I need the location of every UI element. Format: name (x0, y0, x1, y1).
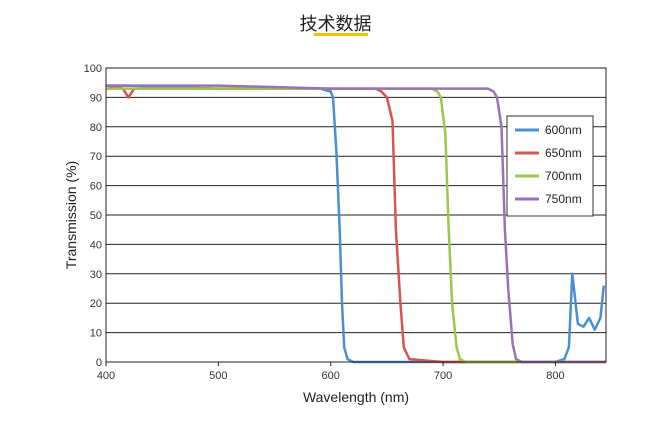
y-tick-label: 100 (84, 63, 102, 75)
series-line-750nm (106, 84, 606, 364)
x-tick-label: 600 (322, 370, 340, 382)
x-tick-label: 700 (434, 370, 452, 382)
legend-label: 750nm (545, 192, 582, 206)
x-tick-label: 400 (97, 370, 115, 382)
y-tick-label: 30 (90, 269, 102, 281)
legend-label: 600nm (545, 123, 582, 137)
legend: 600nm 650nm 700nm 750nm (506, 115, 594, 217)
y-tick-label: 80 (90, 122, 102, 134)
series-line-650nm (105, 84, 606, 364)
plot-frame (105, 67, 607, 363)
y-tick-label: 20 (90, 298, 102, 310)
y-tick-label: 0 (96, 357, 102, 369)
y-tick-labels: 0 10 20 30 40 50 60 70 80 90 100 (84, 63, 102, 369)
y-axis-title: Transmission (%) (63, 161, 79, 269)
x-axis-title: Wavelength (nm) (303, 389, 409, 405)
legend-label: 650nm (545, 146, 582, 160)
y-tick-label: 70 (90, 151, 102, 163)
x-tick-label: 500 (209, 370, 227, 382)
y-tick-label: 90 (90, 92, 102, 104)
x-tick-label: 800 (546, 370, 564, 382)
y-tick-label: 10 (90, 328, 102, 340)
legend-label: 700nm (545, 169, 582, 183)
y-tick-label: 50 (90, 210, 102, 222)
y-tick-label: 60 (90, 181, 102, 193)
title-underline (314, 33, 368, 36)
x-tick-labels: 400 500 600 700 800 (97, 362, 565, 382)
y-tick-label: 40 (90, 239, 102, 251)
page-title: 技术数据 (299, 14, 372, 35)
